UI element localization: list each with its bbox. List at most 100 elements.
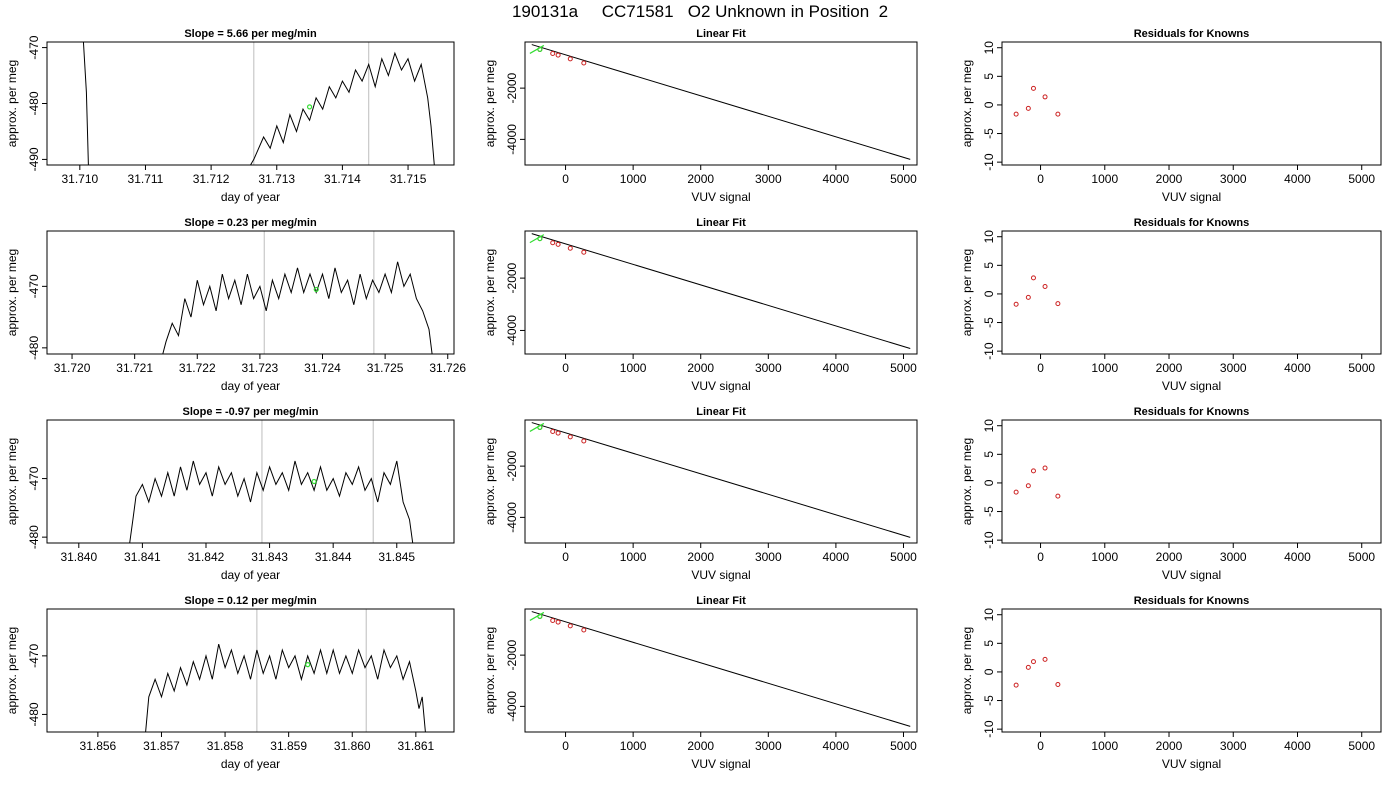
panel-title: Residuals for Knowns <box>1134 28 1250 40</box>
x-tick-label: 31.721 <box>116 361 153 375</box>
unknown-marker <box>529 234 545 244</box>
plot-area <box>145 609 426 732</box>
x-tick-label: 4000 <box>823 361 850 375</box>
panel-title: Linear Fit <box>696 406 746 418</box>
y-tick-label: 0 <box>982 479 996 486</box>
plot-frame <box>46 419 455 544</box>
x-tick-label: 4000 <box>1284 550 1311 564</box>
known-point <box>581 249 587 255</box>
unknown-point <box>311 478 317 485</box>
x-tick-label: 31.712 <box>193 172 230 186</box>
x-tick-label: 31.840 <box>60 550 97 564</box>
y-tick-label: 10 <box>982 230 996 244</box>
x-tick-label: 31.726 <box>429 361 466 375</box>
panel-title: Slope = 0.23 per meg/min <box>184 217 317 229</box>
plot-area <box>1013 656 1061 688</box>
panel-title: Slope = -0.97 per meg/min <box>182 406 318 418</box>
known-point <box>555 619 561 625</box>
y-tick-label: -4000 <box>505 315 519 346</box>
x-tick-label: 31.860 <box>334 739 371 753</box>
y-tick-label: 0 <box>982 101 996 108</box>
x-tick-label: 31.843 <box>251 550 288 564</box>
known-point <box>1025 294 1031 300</box>
unknown-point <box>313 286 319 293</box>
x-tick-label: 4000 <box>823 172 850 186</box>
known-point <box>1025 105 1031 111</box>
x-axis-label: day of year <box>221 757 280 771</box>
plot-frame <box>524 41 918 166</box>
known-point <box>581 438 587 444</box>
y-tick-label: -10 <box>982 153 996 171</box>
known-point <box>550 240 556 246</box>
known-point <box>1042 465 1048 471</box>
y-tick-label: -2000 <box>505 262 519 293</box>
known-point <box>1042 283 1048 289</box>
plot-area <box>162 231 433 354</box>
known-point <box>1055 493 1061 499</box>
y-tick-label: -470 <box>27 274 41 298</box>
known-point <box>1042 656 1048 662</box>
plot-area <box>82 42 435 165</box>
y-tick-label: 0 <box>982 668 996 675</box>
y-tick-label: -2000 <box>505 450 519 481</box>
x-tick-label: 31.858 <box>207 739 244 753</box>
x-tick-label: 4000 <box>1284 739 1311 753</box>
y-tick-label: -4000 <box>505 502 519 533</box>
x-tick-label: 5000 <box>1348 172 1375 186</box>
y-tick-label: -10 <box>982 342 996 360</box>
panel-1-3: Residuals for Knowns 0 1000 2000 3000 4000 500… <box>960 28 1382 204</box>
y-tick-label: -470 <box>27 466 41 490</box>
y-axis-label: approx. per meg <box>5 438 19 525</box>
known-point <box>1030 85 1036 91</box>
x-tick-label: 2000 <box>687 550 714 564</box>
x-tick-label: 4000 <box>823 739 850 753</box>
panel-4-1: Slope = 0.12 per meg/min 31.856 31.857 31.8… <box>5 595 455 771</box>
signal-trace <box>145 643 426 732</box>
x-tick-label: 5000 <box>890 361 917 375</box>
known-point <box>567 245 573 251</box>
y-tick-label: 5 <box>982 73 996 80</box>
x-axis-label: VUV signal <box>691 757 750 771</box>
panel-3-1: Slope = -0.97 per meg/min 31.840 31.841 31.… <box>5 406 455 582</box>
y-tick-label: -480 <box>27 91 41 115</box>
x-tick-label: 31.844 <box>315 550 352 564</box>
known-point <box>1030 468 1036 474</box>
plot-frame <box>524 608 918 733</box>
plot-frame <box>46 230 455 355</box>
y-axis-label: approx. per meg <box>5 627 19 714</box>
known-point <box>1030 659 1036 665</box>
plot-frame <box>524 419 918 544</box>
plot-frame <box>1001 41 1382 166</box>
y-tick-label: 5 <box>982 451 996 458</box>
panel-title: Residuals for Knowns <box>1134 406 1250 418</box>
known-point <box>1030 275 1036 281</box>
known-point <box>567 56 573 62</box>
x-axis-label: VUV signal <box>1162 568 1221 582</box>
known-point <box>1025 483 1031 489</box>
x-axis-label: VUV signal <box>1162 757 1221 771</box>
known-point <box>1055 111 1061 117</box>
x-tick-label: 3000 <box>755 361 782 375</box>
known-point <box>581 60 587 66</box>
x-axis-label: VUV signal <box>691 568 750 582</box>
plot-area <box>529 44 911 160</box>
y-tick-label: -490 <box>27 147 41 171</box>
known-point <box>1042 94 1048 100</box>
x-tick-label: 1000 <box>1091 739 1118 753</box>
y-tick-label: -5 <box>982 695 996 706</box>
known-point <box>1055 682 1061 688</box>
y-tick-label: 5 <box>982 262 996 269</box>
x-tick-label: 3000 <box>1220 172 1247 186</box>
known-point <box>550 618 556 624</box>
known-point <box>1013 682 1019 688</box>
panel-title: Residuals for Knowns <box>1134 595 1250 607</box>
x-tick-label: 5000 <box>890 739 917 753</box>
panel-1-1: Slope = 5.66 per meg/min 31.710 31.711 31.7… <box>5 28 455 204</box>
x-tick-label: 3000 <box>1220 361 1247 375</box>
x-tick-label: 31.841 <box>124 550 161 564</box>
x-tick-label: 31.859 <box>270 739 307 753</box>
known-point <box>1025 664 1031 670</box>
x-tick-label: 3000 <box>755 550 782 564</box>
known-point <box>550 429 556 435</box>
y-tick-label: -470 <box>27 35 41 59</box>
